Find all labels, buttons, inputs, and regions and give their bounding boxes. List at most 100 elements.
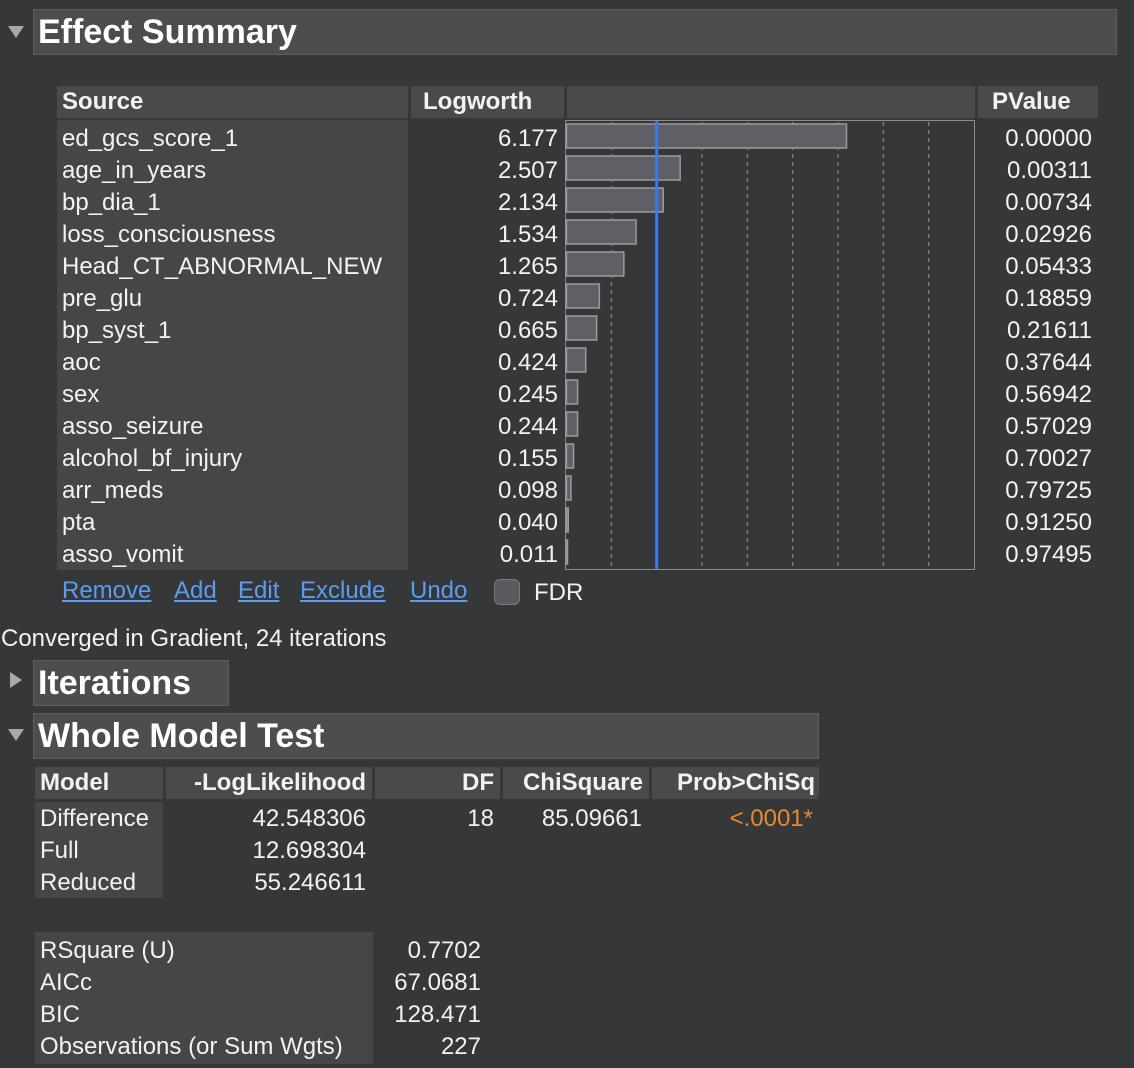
effect-summary-title[interactable]: Effect Summary (33, 9, 1117, 55)
source-cell: Head_CT_ABNORMAL_NEW (62, 253, 383, 280)
source-cell: pre_glu (62, 285, 143, 312)
logworth-bar (565, 379, 579, 405)
col-model-header[interactable]: Model (35, 767, 163, 799)
model-cell: Reduced (40, 869, 137, 896)
pvalue-cell: 0.00734 (1005, 189, 1092, 216)
stat-value: 0.7702 (407, 937, 481, 964)
logworth-bar (565, 123, 848, 149)
logworth-cell: 1.265 (497, 253, 558, 280)
col-chisq-header[interactable]: ChiSquare (503, 767, 649, 799)
logworth-bar (565, 315, 598, 341)
pvalue-cell: 0.70027 (1005, 445, 1092, 472)
stat-value: 67.0681 (394, 969, 481, 996)
source-cell: arr_meds (62, 477, 164, 504)
col-logworth-header[interactable]: Logworth (411, 86, 564, 118)
logworth-bar-plot (565, 120, 975, 570)
logworth-bar (565, 219, 637, 245)
col-prob-header[interactable]: Prob>ChiSq (652, 767, 819, 799)
df-cell: 18 (467, 805, 494, 832)
source-cell: asso_seizure (62, 413, 204, 440)
logworth-cell: 6.177 (497, 125, 558, 152)
logworth-cell: 0.244 (497, 413, 558, 440)
logworth-cell: 1.534 (497, 221, 558, 248)
source-cell: age_in_years (62, 157, 207, 184)
logworth-cell: 0.724 (497, 285, 558, 312)
stat-label: RSquare (U) (40, 937, 175, 964)
expand-triangle-icon[interactable] (10, 672, 22, 688)
loglik-cell: 55.246611 (254, 869, 366, 896)
stat-label: BIC (40, 1001, 81, 1028)
logworth-bar (565, 475, 572, 501)
model-column-bg (35, 802, 163, 898)
plot-frame (565, 120, 975, 570)
iterations-title[interactable]: Iterations (33, 660, 229, 706)
pvalue-cell: 0.00000 (1005, 125, 1092, 152)
exclude-link[interactable]: Exclude (300, 577, 386, 604)
source-cell: bp_dia_1 (62, 189, 161, 216)
collapse-triangle-icon[interactable] (8, 729, 24, 741)
pvalue-cell: 0.79725 (1005, 477, 1092, 504)
chisq-cell: 85.09661 (541, 805, 642, 832)
pvalue-cell: 0.18859 (1005, 285, 1092, 312)
fdr-checkbox[interactable] (494, 579, 520, 605)
logworth-bar (565, 283, 601, 309)
remove-link[interactable]: Remove (62, 577, 152, 604)
logworth-cell: 0.155 (497, 445, 558, 472)
logworth-bar (565, 507, 570, 533)
source-cell: pta (62, 509, 96, 536)
collapse-triangle-icon[interactable] (8, 26, 24, 38)
pvalue-cell: 0.57029 (1005, 413, 1092, 440)
source-cell: aoc (62, 349, 101, 376)
loglik-cell: 12.698304 (252, 837, 366, 864)
source-cell: asso_vomit (62, 541, 184, 568)
source-column-bg (57, 120, 408, 570)
source-cell: bp_syst_1 (62, 317, 172, 344)
col-df-header[interactable]: DF (375, 767, 500, 799)
logworth-cell: 0.245 (497, 381, 558, 408)
stats-label-bg (35, 932, 373, 1064)
col-source-header[interactable]: Source (57, 86, 408, 118)
stat-label: AICc (40, 969, 93, 996)
logworth-bar (565, 347, 587, 373)
loglik-cell: 42.548306 (252, 805, 366, 832)
logworth-bar (565, 443, 575, 469)
logworth-bar (565, 411, 579, 437)
stat-label: Observations (or Sum Wgts) (40, 1033, 343, 1060)
source-cell: sex (62, 381, 100, 408)
edit-link[interactable]: Edit (238, 577, 280, 604)
source-cell: ed_gcs_score_1 (62, 125, 239, 152)
logworth-bar (565, 539, 569, 565)
pvalue-cell: 0.97495 (1005, 541, 1092, 568)
pvalue-cell: 0.00311 (1007, 157, 1092, 184)
stat-value: 227 (440, 1033, 481, 1060)
logworth-cell: 0.098 (497, 477, 558, 504)
pvalue-cell: 0.05433 (1005, 253, 1092, 280)
convergence-text: Converged in Gradient, 24 iterations (1, 625, 387, 652)
logworth-cell: 0.424 (497, 349, 558, 376)
logworth-cell: 0.665 (497, 317, 558, 344)
model-cell: Difference (40, 805, 149, 832)
add-link[interactable]: Add (174, 577, 217, 604)
logworth-cell: 0.011 (499, 541, 558, 568)
source-cell: alcohol_bf_injury (62, 445, 243, 472)
pvalue-cell: 0.37644 (1005, 349, 1092, 376)
logworth-cell: 2.134 (497, 189, 558, 216)
undo-link[interactable]: Undo (410, 577, 468, 604)
source-cell: loss_consciousness (62, 221, 276, 248)
logworth-bar (565, 187, 664, 213)
pvalue-cell: 0.91250 (1005, 509, 1092, 536)
whole-model-title[interactable]: Whole Model Test (33, 713, 819, 759)
pvalue-cell: 0.02926 (1005, 221, 1092, 248)
logworth-bar (565, 155, 681, 181)
fdr-label: FDR (534, 579, 584, 606)
logworth-bar (565, 251, 625, 277)
pvalue-cell: 0.56942 (1005, 381, 1092, 408)
logworth-cell: 2.507 (497, 157, 558, 184)
stat-value: 128.471 (394, 1001, 481, 1028)
col-pvalue-header[interactable]: PValue (978, 86, 1098, 118)
prob-cell: <.0001* (729, 805, 813, 832)
model-cell: Full (40, 837, 79, 864)
col-loglik-header[interactable]: -LogLikelihood (166, 767, 372, 799)
logworth-cell: 0.040 (497, 509, 558, 536)
pvalue-cell: 0.21611 (1007, 317, 1092, 344)
